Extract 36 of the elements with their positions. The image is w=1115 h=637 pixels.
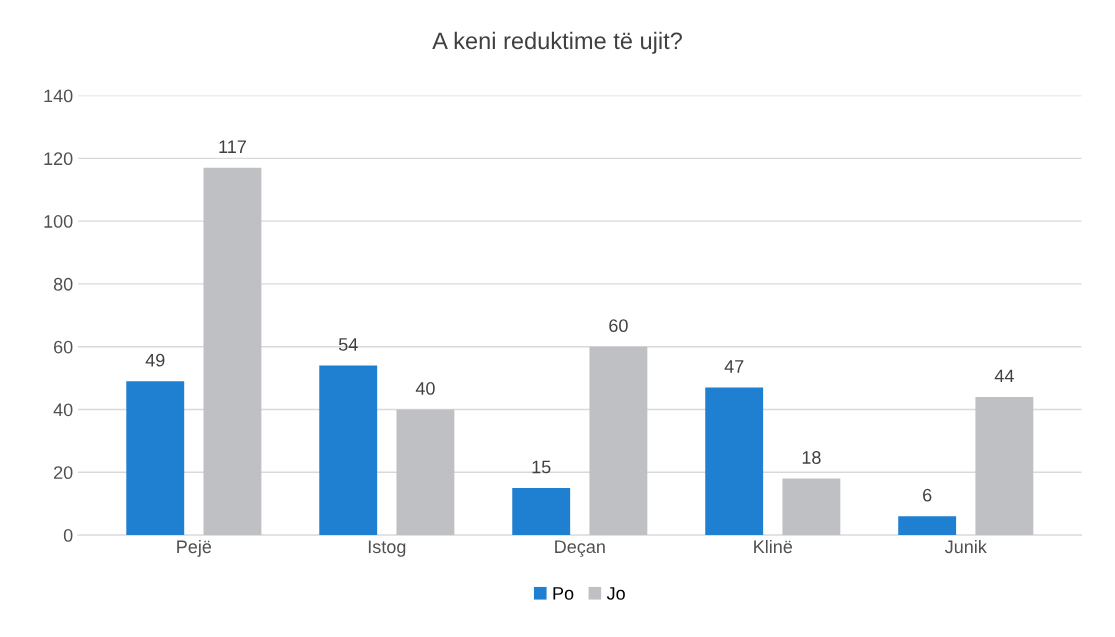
x-tick-label: Istog [368,540,406,557]
x-tick-label: Deçan [555,540,605,557]
data-label: 47 [724,360,744,373]
data-label: 49 [145,353,165,367]
y-tick-label: 80 [53,277,73,291]
bar [898,516,957,536]
bar [782,478,841,536]
bar [975,396,1034,536]
data-label: 40 [415,382,435,395]
y-tick-label: 40 [53,403,73,417]
bar [319,365,378,536]
bar [589,346,648,536]
chart-title: A keni reduktime të ujit? [432,31,682,54]
data-label: 18 [802,451,821,464]
bar [396,409,455,536]
bar [512,487,571,536]
y-tick-label: 0 [63,529,73,542]
bar [126,381,185,536]
data-label: 60 [609,319,628,333]
y-tick-label: 140 [44,89,73,103]
x-tick-label: Junik [944,539,987,554]
y-tick-label: 120 [44,152,73,166]
data-label: 15 [532,460,551,474]
y-tick-label: 20 [54,466,73,480]
data-label: 54 [338,338,358,351]
data-label: 6 [923,488,932,502]
bar [203,167,262,536]
legend-label: Jo [606,587,625,600]
x-tick-label: Pejë [177,539,212,557]
y-tick-label: 100 [44,215,73,228]
data-label: 117 [219,140,246,153]
x-tick-label: Klinë [754,539,793,554]
data-label: 44 [994,369,1014,383]
bar [705,387,764,536]
y-tick-label: 60 [54,340,73,354]
legend-label: Po [553,587,574,600]
